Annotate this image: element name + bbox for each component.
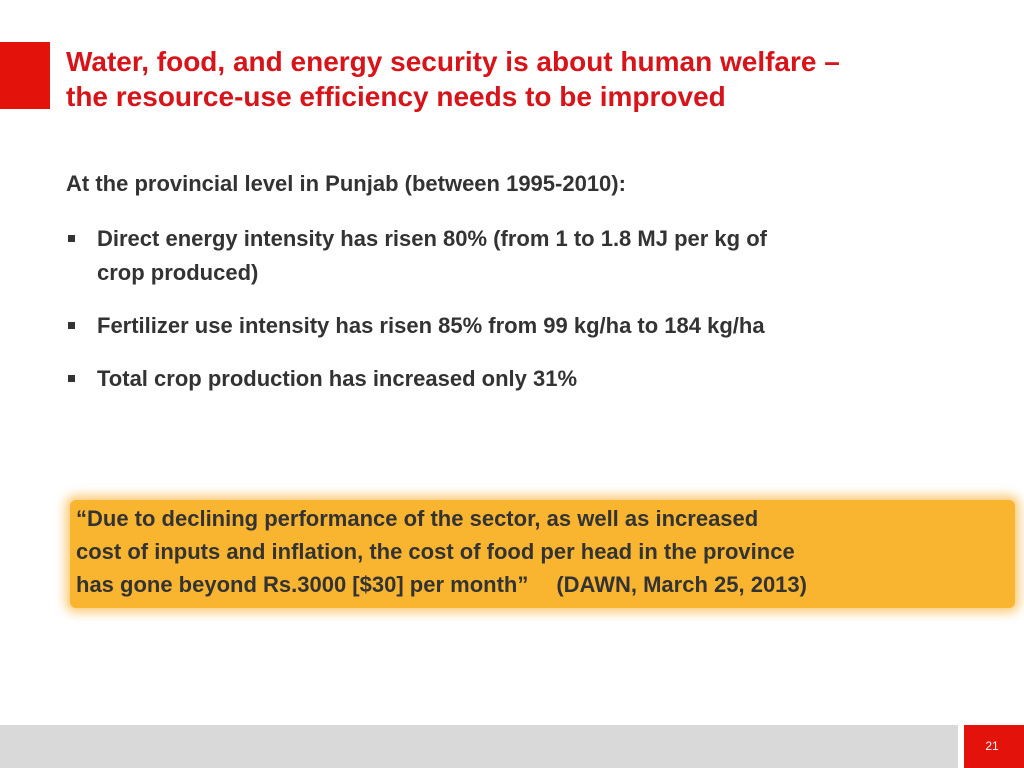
quote-source: (DAWN, March 25, 2013) xyxy=(556,572,807,597)
quote-text: “Due to declining performance of the sec… xyxy=(76,502,1016,601)
bullet-text: Direct energy intensity has risen 80% (f… xyxy=(97,222,1006,290)
footer-bar xyxy=(0,725,958,768)
quote-highlight-box xyxy=(70,500,1015,608)
square-bullet-icon xyxy=(68,235,75,242)
bullet-item-fertilizer-intensity: Fertilizer use intensity has risen 85% f… xyxy=(66,309,1006,343)
square-bullet-icon xyxy=(68,322,75,329)
bullet-item-energy-intensity: Direct energy intensity has risen 80% (f… xyxy=(66,222,1006,290)
quote-line: has gone beyond Rs.3000 [$30] per month”… xyxy=(76,568,1016,601)
bullet-line: Fertilizer use intensity has risen 85% f… xyxy=(97,313,765,338)
slide-title: Water, food, and energy security is abou… xyxy=(66,44,1016,114)
quote-line-text: has gone beyond Rs.3000 [$30] per month” xyxy=(76,572,529,597)
bullet-text: Fertilizer use intensity has risen 85% f… xyxy=(97,309,1006,343)
quote-line: cost of inputs and inflation, the cost o… xyxy=(76,539,795,564)
page-number-box xyxy=(964,725,1024,768)
bullet-line: Total crop production has increased only… xyxy=(97,366,578,391)
slide-title-line: the resource-use efficiency needs to be … xyxy=(66,81,726,112)
quote-line: “Due to declining performance of the sec… xyxy=(76,506,759,531)
slide-title-line: Water, food, and energy security is abou… xyxy=(66,46,840,77)
title-accent-bar xyxy=(0,42,50,109)
square-bullet-icon xyxy=(68,375,75,382)
page-number: 21 xyxy=(985,739,999,753)
intro-text: At the provincial level in Punjab (betwe… xyxy=(66,171,626,196)
bullet-item-crop-production: Total crop production has increased only… xyxy=(66,362,1006,396)
bullet-text: Total crop production has increased only… xyxy=(97,362,1006,396)
bullet-list: Direct energy intensity has risen 80% (f… xyxy=(66,222,1006,415)
bullet-line: Direct energy intensity has risen 80% (f… xyxy=(97,226,767,251)
bullet-line: crop produced) xyxy=(97,260,259,285)
